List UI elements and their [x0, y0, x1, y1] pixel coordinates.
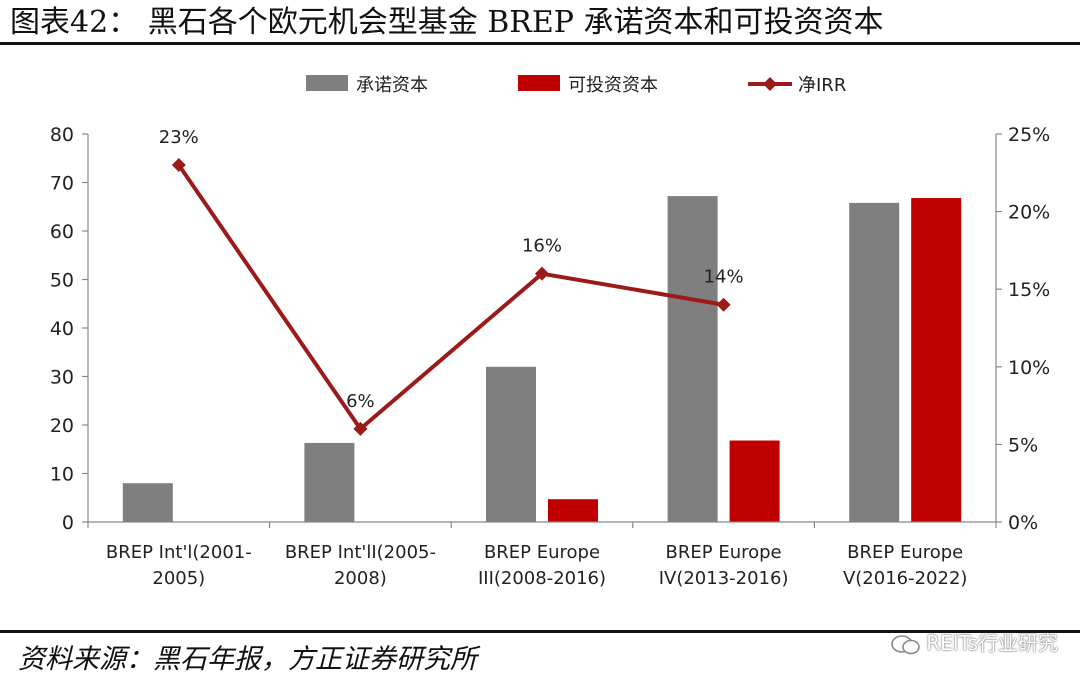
- irr-line-series: 23% 6% 16% 14%: [159, 127, 744, 436]
- left-tick-label: 30: [50, 367, 74, 389]
- legend-marker: [763, 77, 777, 91]
- irr-data-label: 14%: [704, 267, 744, 288]
- right-tick-label: 0%: [1008, 512, 1038, 534]
- left-tick-label: 70: [50, 173, 74, 195]
- x-tick-label-line: BREP Int'lI(2005-: [285, 542, 436, 563]
- x-tick-label-line: III(2008-2016): [478, 568, 606, 589]
- right-tick-label: 20%: [1008, 202, 1050, 224]
- right-tick-label: 25%: [1008, 124, 1050, 146]
- committed-capital-bar: [849, 202, 900, 522]
- x-tick-label: BREP Europe IV(2013-2016): [659, 542, 789, 589]
- x-tick-label-line: 2005): [152, 568, 205, 589]
- x-tick-label-line: 2008): [334, 568, 387, 589]
- irr-line: [177, 163, 724, 431]
- bar-series: [122, 196, 962, 522]
- left-tick-label: 0: [62, 512, 74, 534]
- irr-data-label: 23%: [159, 127, 199, 148]
- x-tick-label-line: BREP Europe: [847, 542, 963, 563]
- left-tick-label: 40: [50, 318, 74, 340]
- x-tick-label: BREP Int'l(2001- 2005): [106, 542, 252, 589]
- left-tick-label: 50: [50, 270, 74, 292]
- chart-legend: 承诺资本 可投资资本 净IRR: [306, 75, 846, 96]
- legend-swatch: [518, 75, 560, 91]
- left-tick-label: 80: [50, 124, 74, 146]
- committed-capital-bar: [486, 366, 536, 522]
- irr-point: [535, 266, 549, 281]
- left-tick-label: 10: [50, 464, 74, 486]
- source-divider: [0, 630, 1080, 633]
- x-tick-label-line: BREP Europe: [484, 542, 600, 563]
- x-tick-label-line: BREP Int'l(2001-: [106, 542, 252, 563]
- investable-capital-bar: [911, 198, 962, 522]
- right-tick-label: 15%: [1008, 279, 1050, 301]
- committed-capital-bar: [304, 442, 355, 522]
- irr-point: [353, 421, 368, 436]
- legend-label: 可投资资本: [568, 75, 658, 96]
- legend-label: 承诺资本: [356, 75, 428, 96]
- left-tick-label: 20: [50, 415, 74, 437]
- x-tick-label: BREP Europe III(2008-2016): [478, 542, 606, 589]
- left-y-axis: 0 10 20 30 40 50 60 70 80: [50, 124, 89, 534]
- irr-data-label: 6%: [346, 391, 375, 412]
- irr-point: [171, 158, 186, 173]
- page-title: 图表42： 黑石各个欧元机会型基金 BREP 承诺资本和可投资资本: [10, 5, 884, 40]
- irr-data-label: 16%: [522, 236, 562, 257]
- right-tick-label: 5%: [1008, 434, 1038, 456]
- x-tick-label: BREP Int'lI(2005- 2008): [285, 542, 436, 589]
- investable-capital-bar: [548, 499, 598, 522]
- watermark: REITs行业研究: [890, 628, 1058, 658]
- left-tick-label: 60: [50, 221, 74, 243]
- watermark-text: REITs行业研究: [926, 631, 1058, 655]
- x-tick-label: BREP Europe V(2016-2022): [843, 542, 967, 589]
- x-axis: BREP Int'l(2001- 2005) BREP Int'lI(2005- 20…: [87, 521, 997, 589]
- right-tick-label: 10%: [1008, 357, 1050, 379]
- title-divider: [0, 42, 1080, 45]
- source-note: 资料来源：黑石年报，方正证券研究所: [18, 644, 477, 675]
- irr-point: [716, 297, 731, 312]
- legend-swatch: [306, 75, 348, 91]
- legend-label: 净IRR: [798, 75, 846, 96]
- x-tick-label-line: V(2016-2022): [843, 568, 967, 589]
- x-tick-label-line: IV(2013-2016): [659, 568, 789, 589]
- investable-capital-bar: [729, 440, 780, 522]
- committed-capital-bar: [122, 483, 173, 522]
- x-tick-label-line: BREP Europe: [666, 542, 782, 563]
- committed-capital-bar: [667, 196, 718, 522]
- right-y-axis: 0% 5% 10% 15% 20% 25%: [995, 124, 1050, 534]
- bar-line-chart: 承诺资本 可投资资本 净IRR 0 10 20 30 40 50 60 70 80 0% 5% 10% 1…: [50, 75, 1050, 589]
- wechat-icon: [891, 634, 921, 654]
